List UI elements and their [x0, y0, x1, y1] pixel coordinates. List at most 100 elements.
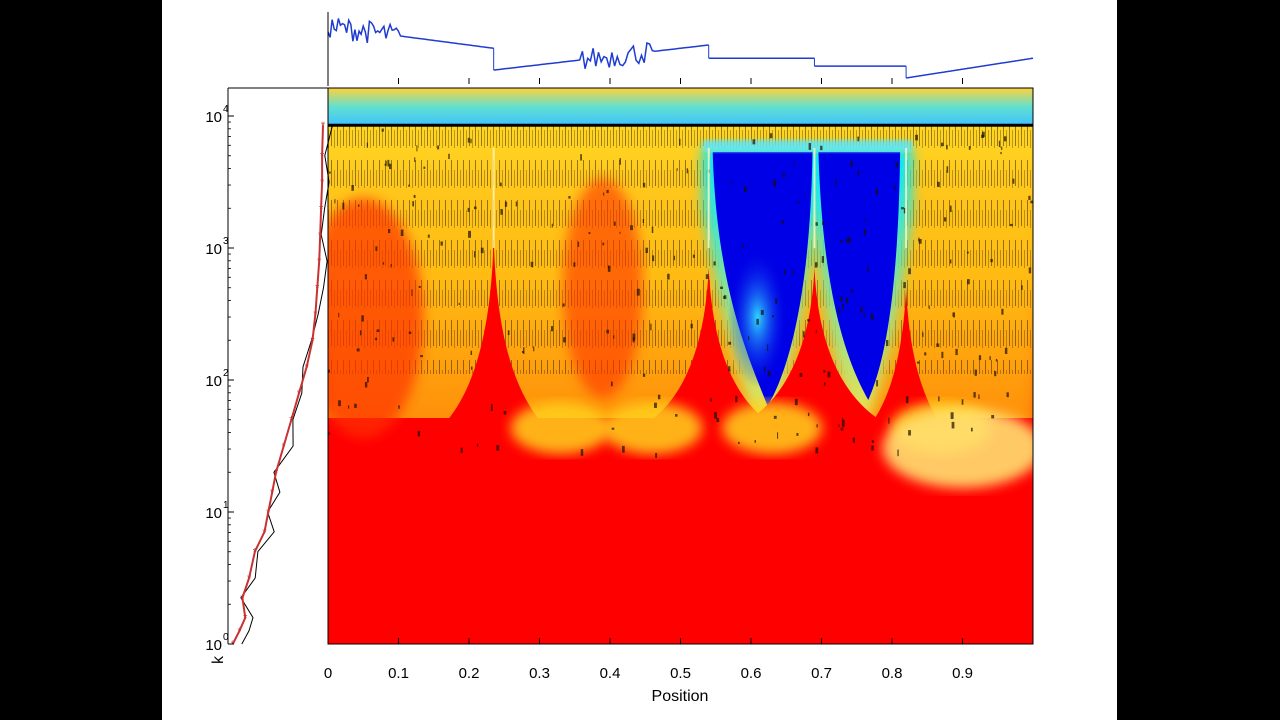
singularity-cusp: [638, 268, 779, 428]
speckle: [915, 134, 918, 141]
speckle: [835, 179, 837, 186]
speckle: [390, 263, 392, 268]
speckle: [632, 333, 636, 341]
speckle: [840, 296, 843, 302]
speckle: [863, 312, 865, 318]
speckle: [760, 310, 764, 315]
x-tick-label: 0.6: [741, 665, 762, 682]
speckle: [636, 288, 640, 296]
x-tick-label: 0.3: [529, 665, 550, 682]
signal-series-segment: [327, 17, 494, 50]
speckle: [978, 355, 982, 361]
speckle: [580, 449, 584, 456]
speckle: [775, 298, 778, 304]
speckle: [679, 138, 681, 146]
y-tick-exponent: 3: [223, 236, 229, 247]
x-tick-label: 0.8: [882, 665, 903, 682]
speckle: [523, 347, 525, 355]
spectrum-marker: *: [321, 120, 326, 132]
speckle: [886, 339, 889, 347]
speckle: [676, 168, 678, 171]
speckle: [610, 381, 613, 387]
speckle: [613, 221, 616, 226]
speckle: [673, 255, 676, 261]
speckle: [642, 218, 645, 223]
red-glow: [562, 178, 643, 398]
speckle: [748, 335, 750, 340]
x-tick-label: 0.7: [811, 665, 832, 682]
speckle: [903, 282, 906, 289]
speckle: [588, 232, 591, 235]
speckle: [705, 274, 709, 280]
speckle: [823, 370, 826, 373]
speckle: [328, 369, 331, 373]
speckle: [354, 403, 357, 408]
speckle: [850, 160, 853, 167]
speckle: [743, 186, 747, 193]
speckle: [974, 369, 977, 376]
speckle: [815, 447, 819, 454]
speckle: [573, 262, 576, 267]
speckle: [1006, 392, 1009, 398]
signal-series-segment: [493, 41, 709, 71]
speckle: [642, 373, 646, 377]
speckle: [619, 231, 621, 234]
figure-canvas: * * * * * * * * * * * * * * * * * * * * * * * 0 0.1 0.2 0.3 0.4 0.5…: [162, 0, 1117, 720]
spectrum-marker: *: [270, 487, 275, 499]
y-tick-label: 10: [205, 637, 222, 654]
speckle: [903, 207, 906, 214]
speckle: [606, 189, 609, 194]
y-tick-label: 10: [205, 505, 222, 522]
speckle: [950, 412, 954, 420]
spectrum-marker: *: [317, 256, 322, 268]
speckle: [893, 184, 896, 191]
speckle: [413, 194, 416, 198]
x-tick-label: 0.4: [600, 665, 621, 682]
speckle: [375, 337, 378, 341]
spectrum-raw: [240, 125, 333, 645]
speckle: [938, 396, 940, 402]
heatmap-plot: [328, 88, 1033, 644]
speckle: [852, 437, 855, 443]
speckle: [838, 308, 840, 314]
x-tick-label: 0.2: [459, 665, 480, 682]
speckle: [351, 184, 354, 191]
speckle: [1001, 146, 1003, 150]
speckle: [820, 145, 823, 151]
speckle: [981, 134, 984, 139]
speckle: [503, 410, 507, 415]
speckle: [991, 415, 995, 419]
speckle: [533, 346, 535, 352]
speckle: [437, 145, 440, 150]
speckle: [783, 270, 787, 275]
speckle: [1028, 267, 1032, 274]
speckle: [467, 207, 470, 213]
speckle: [473, 251, 476, 258]
y-tick-label: 10: [205, 373, 222, 390]
speckle: [741, 243, 744, 248]
x-axis-label: Position: [652, 688, 709, 705]
speckle: [460, 447, 463, 454]
speckle: [385, 160, 387, 166]
spectrum-marker: *: [297, 388, 302, 400]
speckle: [1009, 223, 1013, 227]
speckle: [738, 441, 740, 444]
speckle: [603, 192, 605, 196]
speckle: [807, 319, 811, 322]
x-tick-label: 0: [324, 665, 332, 682]
spectrum-smooth: [231, 125, 324, 645]
speckle: [490, 404, 493, 411]
y-tick-exponent: 4: [223, 104, 229, 115]
speckle: [955, 348, 958, 356]
speckle: [361, 315, 364, 322]
speckle: [966, 251, 969, 254]
speckle: [781, 220, 784, 224]
speckle: [838, 424, 840, 428]
speckle: [1000, 151, 1002, 155]
speckle: [500, 182, 502, 187]
speckle: [815, 329, 817, 334]
speckle: [328, 431, 330, 435]
speckle: [411, 289, 413, 297]
speckle: [946, 144, 948, 150]
speckle: [507, 330, 510, 336]
